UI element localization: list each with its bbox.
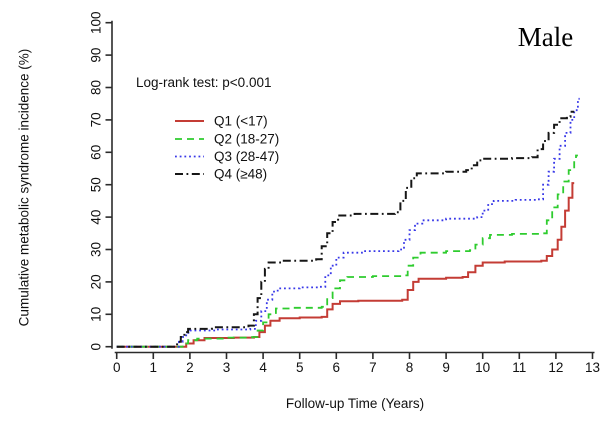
y-tick-label: 80 (89, 80, 104, 95)
y-tick-label: 10 (89, 307, 104, 322)
series-line-q1 (116, 182, 575, 348)
legend-label-q4: Q4 (≥48) (214, 167, 267, 182)
y-tick-label: 50 (89, 177, 104, 192)
y-tick-label: 100 (89, 11, 104, 34)
x-axis-label: Follow-up Time (Years) (285, 396, 425, 411)
y-axis-label: Cumulative metabolic syndrome incidence … (16, 48, 32, 327)
y-tick-label: 20 (89, 274, 104, 289)
x-tick-label: 7 (369, 360, 377, 375)
x-tick-label: 5 (296, 360, 304, 375)
x-tick-label: 8 (406, 360, 414, 375)
x-tick-label: 9 (442, 360, 450, 375)
y-tick-label: 0 (89, 343, 104, 351)
logrank-annotation: Log-rank test: p<0.001 (136, 75, 272, 90)
x-tick-label: 11 (512, 360, 526, 375)
legend-label-q3: Q3 (28-47) (214, 149, 279, 164)
x-tick-label: 13 (585, 360, 600, 375)
y-tick-label: 60 (89, 145, 104, 160)
x-tick-label: 4 (259, 360, 267, 375)
x-tick-label: 2 (186, 360, 194, 375)
y-tick-label: 90 (89, 48, 104, 63)
x-tick-label: 1 (150, 360, 158, 375)
series-line-q3 (116, 97, 580, 348)
y-tick-label: 70 (89, 112, 104, 127)
y-tick-label: 40 (89, 210, 104, 225)
x-tick-label: 6 (333, 360, 341, 375)
x-tick-label: 3 (223, 360, 231, 375)
x-tick-label: 12 (548, 360, 563, 375)
y-tick-label: 30 (89, 242, 104, 257)
series-line-q2 (116, 154, 578, 348)
x-tick-label: 0 (113, 360, 121, 375)
legend-label-q1: Q1 (<17) (214, 114, 268, 129)
series-line-q4 (116, 110, 575, 348)
chart-title: Male (517, 22, 574, 52)
legend-label-q2: Q2 (18-27) (214, 132, 279, 147)
x-tick-label: 10 (475, 360, 490, 375)
